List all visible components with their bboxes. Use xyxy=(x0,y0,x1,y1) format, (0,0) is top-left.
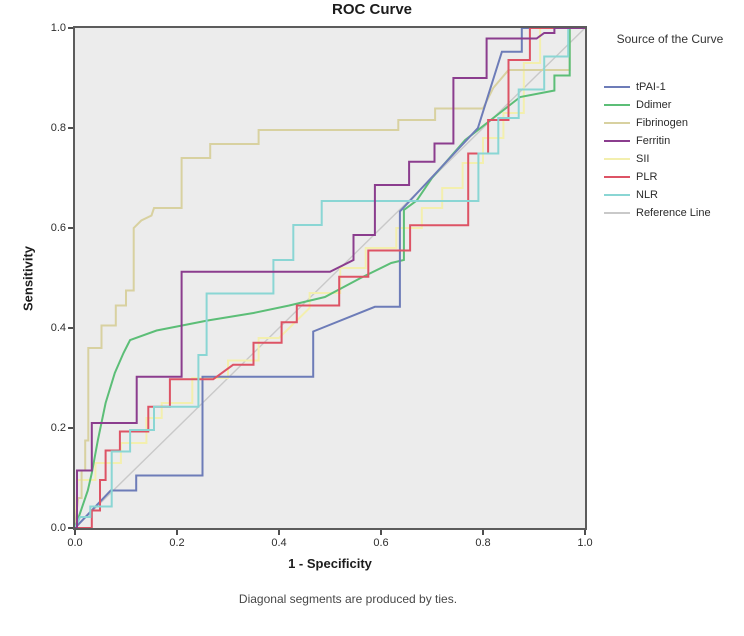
y-tick-mark xyxy=(68,327,73,329)
y-tick-label: 0.2 xyxy=(50,422,66,434)
y-tick-label: 0.4 xyxy=(50,322,66,334)
legend-label: Fibrinogen xyxy=(636,117,688,129)
y-tick-label: 0.6 xyxy=(50,222,66,234)
legend-line-swatch xyxy=(604,176,630,178)
y-tick-mark xyxy=(68,427,73,429)
legend-label: Ferritin xyxy=(636,135,671,147)
legend-label: PLR xyxy=(636,171,658,183)
legend-item-ferritin: Ferritin xyxy=(604,132,711,150)
legend-label: Reference Line xyxy=(636,207,711,219)
legend-line-swatch xyxy=(604,86,630,88)
legend-line-swatch xyxy=(604,194,630,196)
chart-footnote: Diagonal segments are produced by ties. xyxy=(238,592,458,606)
roc-curve-nlr xyxy=(75,28,585,528)
x-tick-label: 0.0 xyxy=(67,537,83,549)
y-axis-title: Sensitivity xyxy=(20,245,36,312)
x-axis-title: 1 - Specificity xyxy=(288,556,372,571)
legend-item-tpai-1: tPAI-1 xyxy=(604,78,711,96)
y-tick-label: 1.0 xyxy=(50,22,66,34)
x-tick-mark xyxy=(176,530,178,535)
legend-title: Source of the Curve xyxy=(616,32,724,46)
legend-item-fibrinogen: Fibrinogen xyxy=(604,114,711,132)
legend-item-plr: PLR xyxy=(604,168,711,186)
legend-items: tPAI-1 Ddimer Fibrinogen Ferritin SII PLR NLR R… xyxy=(604,78,711,222)
legend-item-reference-line: Reference Line xyxy=(604,204,711,222)
y-tick-label: 0.0 xyxy=(50,522,66,534)
legend-line-swatch xyxy=(604,122,630,124)
x-tick-label: 0.8 xyxy=(475,537,491,549)
legend-line-swatch xyxy=(604,212,630,214)
x-tick-label: 1.0 xyxy=(577,537,593,549)
roc-curve-ferritin xyxy=(75,28,585,528)
x-tick-mark xyxy=(278,530,280,535)
legend-line-swatch xyxy=(604,158,630,160)
y-tick-label: 0.8 xyxy=(50,122,66,134)
y-tick-mark xyxy=(68,127,73,129)
y-tick-mark xyxy=(68,527,73,529)
legend-label: NLR xyxy=(636,189,659,201)
roc-curve-ddimer xyxy=(75,28,585,528)
roc-curve-reference-line xyxy=(75,28,585,528)
roc-curves-canvas xyxy=(75,28,585,528)
plot-area xyxy=(73,26,587,530)
legend-line-swatch xyxy=(604,104,630,106)
legend-item-sii: SII xyxy=(604,150,711,168)
x-tick-label: 0.4 xyxy=(271,537,287,549)
x-tick-label: 0.2 xyxy=(169,537,185,549)
legend-label: SII xyxy=(636,153,650,165)
y-tick-mark xyxy=(68,227,73,229)
y-tick-mark xyxy=(68,27,73,29)
x-tick-label: 0.6 xyxy=(373,537,389,549)
legend-item-nlr: NLR xyxy=(604,186,711,204)
x-tick-mark xyxy=(74,530,76,535)
roc-curve-plr xyxy=(75,28,585,528)
x-tick-mark xyxy=(584,530,586,535)
x-tick-mark xyxy=(482,530,484,535)
legend-label: Ddimer xyxy=(636,99,672,111)
x-tick-mark xyxy=(380,530,382,535)
roc-curve-fibrinogen xyxy=(75,28,585,528)
chart-title: ROC Curve xyxy=(331,1,413,18)
legend-item-ddimer: Ddimer xyxy=(604,96,711,114)
legend-label: tPAI-1 xyxy=(636,81,666,93)
legend-line-swatch xyxy=(604,140,630,142)
roc-curve-tpai-1 xyxy=(75,28,585,528)
legend: Source of the Curve tPAI-1 Ddimer Fibrinog… xyxy=(598,32,742,219)
